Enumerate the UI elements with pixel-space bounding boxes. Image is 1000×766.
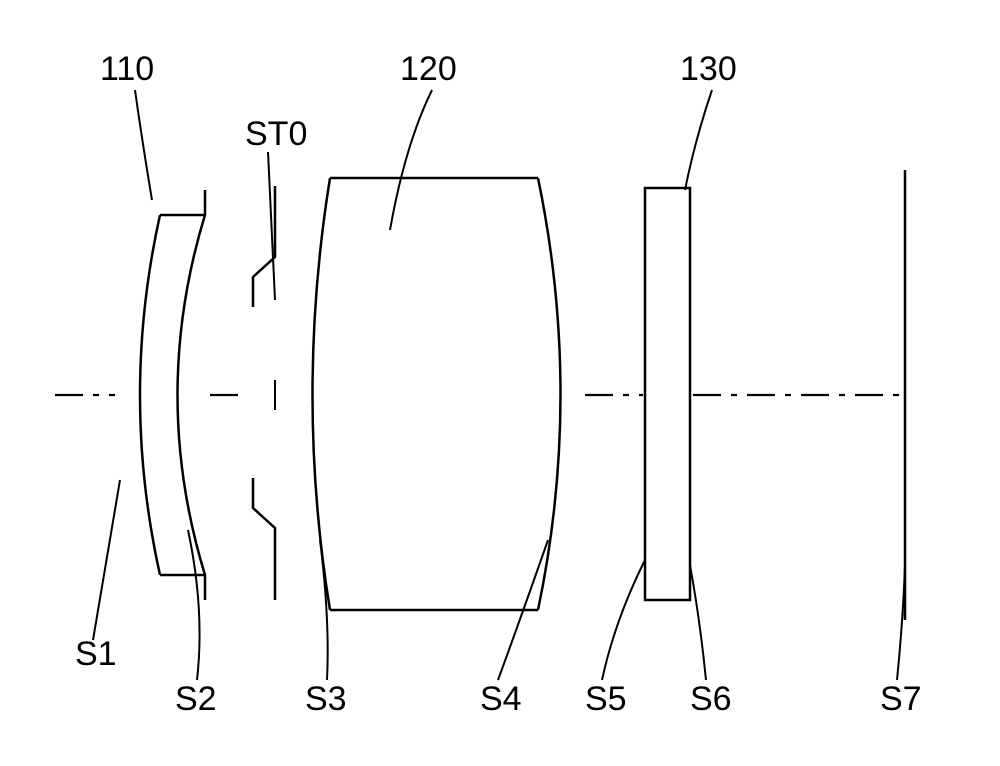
svg-text:S2: S2 [175,680,217,718]
svg-text:S5: S5 [585,680,627,718]
svg-text:S4: S4 [480,680,522,718]
svg-text:110: 110 [100,50,154,88]
svg-text:S3: S3 [305,680,347,718]
svg-text:S7: S7 [880,680,922,718]
svg-text:130: 130 [680,50,737,88]
svg-text:120: 120 [400,50,457,88]
svg-text:ST0: ST0 [245,115,307,153]
svg-text:S1: S1 [75,635,117,673]
svg-text:S6: S6 [690,680,732,718]
